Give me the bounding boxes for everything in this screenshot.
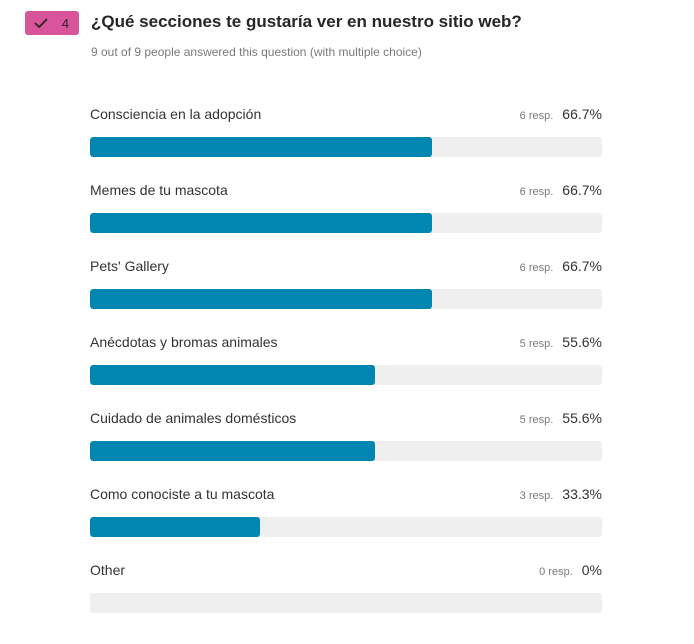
option-stats: 0 resp. 0%	[539, 562, 602, 578]
option-bar-track	[90, 593, 602, 613]
option-bar-fill	[90, 289, 432, 309]
question-title: ¿Qué secciones te gustaría ver en nuestr…	[91, 12, 522, 31]
option-response-count: 0 resp.	[539, 566, 573, 578]
answer-option: Other 0 resp. 0%	[90, 556, 602, 632]
question-number-badge[interactable]: 4	[25, 11, 79, 35]
option-bar-track	[90, 365, 602, 385]
option-response-count: 5 resp.	[519, 338, 554, 350]
option-percentage: 0%	[581, 562, 602, 578]
option-bar-track	[90, 289, 602, 309]
option-label: Consciencia en la adopción	[90, 106, 262, 122]
option-stats: 6 resp. 66.7%	[520, 258, 602, 274]
option-response-count: 6 resp.	[519, 262, 554, 274]
option-stats: 6 resp. 66.7%	[520, 106, 602, 122]
option-bar-track	[90, 137, 602, 157]
option-bar-track	[90, 213, 602, 233]
option-bar-fill	[90, 137, 432, 157]
option-response-count: 6 resp.	[519, 110, 554, 122]
option-label: Other	[90, 562, 126, 578]
option-response-count: 5 resp.	[519, 414, 554, 426]
option-stats: 6 resp. 66.7%	[520, 182, 602, 198]
option-percentage: 66.7%	[562, 182, 602, 198]
option-label: Cuidado de animales domésticos	[90, 410, 297, 426]
option-percentage: 55.6%	[562, 410, 602, 426]
answer-option: Consciencia en la adopción 6 resp. 66.7%	[90, 100, 602, 176]
option-bar-track	[90, 517, 602, 537]
option-label: Como conociste a tu mascota	[90, 486, 275, 502]
option-stats: 5 resp. 55.6%	[520, 334, 602, 350]
answer-option: Cuidado de animales domésticos 5 resp. 5…	[90, 404, 602, 480]
option-label: Pets' Gallery	[90, 258, 169, 274]
option-stats: 5 resp. 55.6%	[520, 410, 602, 426]
option-response-count: 6 resp.	[519, 186, 554, 198]
answer-option: Pets' Gallery 6 resp. 66.7%	[90, 252, 602, 328]
option-percentage: 66.7%	[562, 106, 602, 122]
question-subtitle: 9 out of 9 people answered this question…	[91, 45, 422, 59]
question-number: 4	[61, 15, 69, 31]
option-bar-fill	[90, 441, 375, 461]
option-label: Anécdotas y bromas animales	[90, 334, 278, 350]
option-bar-fill	[90, 213, 432, 233]
option-response-count: 3 resp.	[519, 490, 554, 502]
check-icon	[34, 18, 48, 28]
answer-option: Como conociste a tu mascota 3 resp. 33.3…	[90, 480, 602, 556]
option-bar-fill	[90, 365, 375, 385]
option-bar-fill	[90, 517, 261, 537]
option-percentage: 33.3%	[562, 486, 602, 502]
option-bar-track	[90, 441, 602, 461]
answer-options-list: Consciencia en la adopción 6 resp. 66.7%…	[90, 100, 602, 632]
answer-option: Anécdotas y bromas animales 5 resp. 55.6…	[90, 328, 602, 404]
option-stats: 3 resp. 33.3%	[520, 486, 602, 502]
answer-option: Memes de tu mascota 6 resp. 66.7%	[90, 176, 602, 252]
option-percentage: 66.7%	[562, 258, 602, 274]
option-percentage: 55.6%	[562, 334, 602, 350]
option-label: Memes de tu mascota	[90, 182, 228, 198]
